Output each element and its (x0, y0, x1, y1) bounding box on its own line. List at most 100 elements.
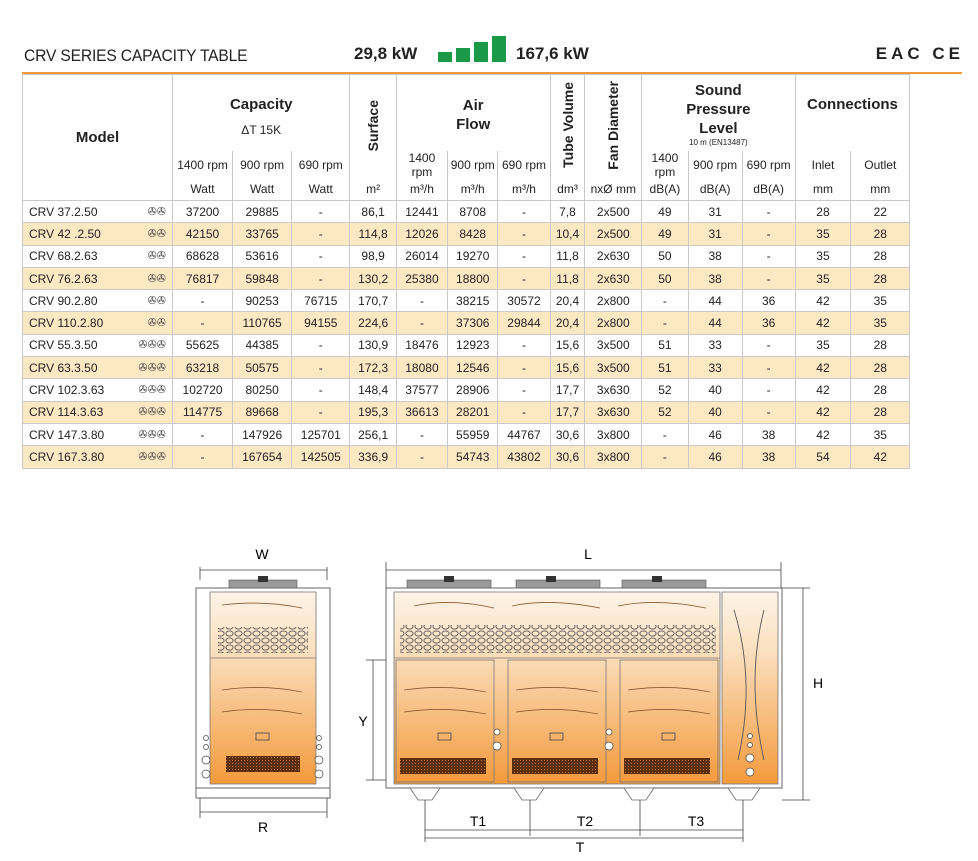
unit-fan: nxØ mm (584, 178, 643, 201)
cell-c690: 76715 (291, 289, 351, 313)
cell-fan: 3x630 (584, 400, 643, 424)
sound-label: Sound Pressure Level (686, 81, 751, 137)
cell-outlet: 28 (850, 378, 911, 402)
capacity-min: 29,8 kW (354, 44, 418, 63)
cell-c900: 29885 (232, 199, 293, 224)
col-connections: Connections (794, 74, 911, 151)
rpm-900-capacity: 900 rpm (232, 150, 293, 179)
front-view: L (358, 546, 823, 855)
cell-surface: 130,9 (349, 333, 397, 358)
model-name: CRV 76.2.63 (29, 271, 98, 286)
unit-dba: dB(A) (687, 178, 743, 201)
cell-c690: - (291, 266, 351, 291)
cell-c690: 142505 (291, 445, 351, 469)
cell-inlet: 42 (794, 356, 852, 380)
fan-count-icon: ✇✇✇ (138, 384, 167, 397)
table-row: CRV 167.3.80 ✇✇✇ -167654 142505 336,9-54743 4… (21, 445, 962, 469)
rpm-690-capacity: 690 rpm (291, 150, 351, 179)
model-cell: CRV 55.3.50 ✇✇✇ (21, 333, 174, 358)
model-name: CRV 114.3.63 (29, 405, 104, 420)
cell-a1400: 37577 (395, 378, 449, 402)
capacity-label: Capacity (229, 96, 293, 114)
cell-a1400: - (395, 445, 449, 469)
dim-y-label: Y (358, 713, 368, 729)
table-row: CRV 90.2.80 ✇✇ -90253 76715 170,7-38215 30572… (21, 289, 962, 313)
cell-outlet: 28 (850, 222, 911, 246)
dim-l-label: L (584, 546, 592, 562)
cell-fan: 2x800 (584, 311, 643, 335)
cell-a900: 54743 (447, 445, 499, 469)
cell-surface: 256,1 (349, 422, 397, 447)
dim-r-label: R (258, 819, 268, 835)
connections-label: Connections (807, 96, 898, 114)
unit-m2: m² (349, 178, 397, 201)
model-cell: CRV 167.3.80 ✇✇✇ (21, 445, 174, 469)
cell-s1400: 50 (641, 266, 689, 291)
cell-s690: - (741, 356, 796, 380)
model-cell: CRV 42 .2.50 ✇✇ (21, 222, 174, 246)
cell-c900: 44385 (232, 333, 293, 358)
cell-a900: 55959 (447, 422, 499, 447)
inlet-label: Inlet (794, 150, 852, 179)
rpm-1400-sound: 1400 rpm (641, 150, 689, 179)
model-cell: CRV 63.3.50 ✇✇✇ (21, 356, 174, 380)
fan-count-icon: ✇✇ (147, 272, 167, 285)
sound-sub-label: 10 m (EN13487) (689, 137, 748, 147)
model-name: CRV 42 .2.50 (29, 226, 101, 241)
cell-s1400: - (641, 311, 689, 335)
cell-s690: - (741, 400, 796, 424)
cell-tube: 11,8 (549, 244, 586, 268)
cell-s900: 46 (687, 445, 743, 469)
table-header: CRV SERIES CAPACITY TABLE 29,8 kW 167,6 … (24, 36, 964, 72)
cell-c690: 94155 (291, 311, 351, 335)
cell-s900: 38 (687, 266, 743, 291)
rpm-690-air: 690 rpm (497, 150, 551, 179)
table-row: CRV 110.2.80 ✇✇ -110765 94155 224,6-37306 298… (21, 311, 962, 335)
cell-c900: 89668 (232, 400, 293, 424)
cell-inlet: 42 (794, 289, 852, 313)
cell-tube: 11,8 (549, 266, 586, 291)
dim-w-label: W (255, 546, 269, 562)
capacity-bars-icon (438, 36, 506, 62)
table-row: CRV 147.3.80 ✇✇✇ -147926 125701 256,1-55959 4… (21, 422, 962, 447)
cell-fan: 2x500 (584, 222, 643, 246)
cell-tube: 17,7 (549, 400, 586, 424)
cell-a1400: - (395, 311, 449, 335)
cell-tube: 30,6 (549, 445, 586, 469)
capacity-table: Model Capacity ΔT 15K Surface Air Flow T… (21, 74, 962, 469)
cell-s1400: - (641, 445, 689, 469)
cell-c900: 80250 (232, 378, 293, 402)
fan-count-icon: ✇✇✇ (138, 339, 167, 352)
cell-tube: 10,4 (549, 222, 586, 246)
table-row: CRV 68.2.63 ✇✇ 68628 53616-98,9 26014 19270-1… (21, 244, 962, 268)
cell-s900: 44 (687, 311, 743, 335)
cell-s690: 36 (741, 311, 796, 335)
cell-tube: 15,6 (549, 333, 586, 358)
cell-outlet: 28 (850, 244, 911, 268)
cell-inlet: 35 (794, 244, 852, 268)
model-cell: CRV 110.2.80 ✇✇ (21, 311, 174, 335)
cell-a690: 29844 (497, 311, 551, 335)
cell-a900: 12546 (447, 356, 499, 380)
cell-a690: 44767 (497, 422, 551, 447)
col-model: Model (21, 74, 174, 201)
cell-outlet: 22 (850, 199, 911, 224)
table-body: CRV 37.2.50 ✇✇ 37200 29885-86,1 12441 8708-7,… (21, 199, 962, 469)
dim-t-label: T (576, 839, 585, 855)
fan-count-icon: ✇✇ (147, 205, 167, 218)
outlet-label: Outlet (850, 150, 911, 179)
cell-inlet: 35 (794, 222, 852, 246)
cell-inlet: 54 (794, 445, 852, 469)
cell-fan: 2x800 (584, 289, 643, 313)
cell-surface: 114,8 (349, 222, 397, 246)
model-name: CRV 37.2.50 (29, 204, 98, 219)
model-name: CRV 167.3.80 (29, 449, 105, 464)
rpm-690-sound: 690 rpm (741, 150, 796, 179)
model-name: CRV 110.2.80 (29, 316, 104, 331)
cell-c900: 59848 (232, 266, 293, 291)
cell-a690: 43802 (497, 445, 551, 469)
rpm-900-air: 900 rpm (447, 150, 499, 179)
model-cell: CRV 76.2.63 ✇✇ (21, 266, 174, 291)
cell-c1400: - (172, 445, 234, 469)
